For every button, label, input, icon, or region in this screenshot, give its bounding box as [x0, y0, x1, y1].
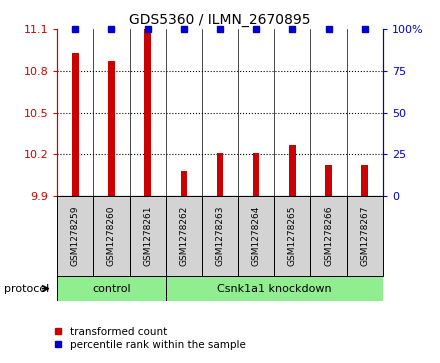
Bar	[144, 29, 151, 196]
Bar	[311, 196, 347, 276]
Text: GSM1278264: GSM1278264	[252, 206, 260, 266]
Bar	[166, 196, 202, 276]
Bar	[325, 166, 332, 196]
Text: GSM1278267: GSM1278267	[360, 206, 369, 266]
Text: protocol: protocol	[4, 284, 50, 294]
Bar	[57, 276, 166, 301]
Bar	[217, 153, 223, 196]
Bar	[129, 196, 166, 276]
Title: GDS5360 / ILMN_2670895: GDS5360 / ILMN_2670895	[129, 13, 311, 26]
Bar	[57, 196, 93, 276]
Text: Csnk1a1 knockdown: Csnk1a1 knockdown	[217, 284, 332, 294]
Text: GSM1278260: GSM1278260	[107, 206, 116, 266]
Legend: transformed count, percentile rank within the sample: transformed count, percentile rank withi…	[49, 323, 250, 354]
Text: GSM1278261: GSM1278261	[143, 206, 152, 266]
Bar	[238, 196, 274, 276]
Text: GSM1278259: GSM1278259	[71, 206, 80, 266]
Text: GSM1278263: GSM1278263	[216, 206, 224, 266]
Bar	[347, 196, 383, 276]
Bar	[202, 196, 238, 276]
Text: GSM1278262: GSM1278262	[180, 206, 188, 266]
Bar	[289, 144, 296, 196]
Text: control: control	[92, 284, 131, 294]
Text: GSM1278265: GSM1278265	[288, 206, 297, 266]
Bar	[93, 196, 129, 276]
Bar	[108, 61, 115, 196]
Bar	[274, 196, 311, 276]
Bar	[72, 53, 79, 196]
Bar	[361, 166, 368, 196]
Bar	[253, 153, 260, 196]
Text: GSM1278266: GSM1278266	[324, 206, 333, 266]
Bar	[166, 276, 383, 301]
Bar	[180, 171, 187, 196]
